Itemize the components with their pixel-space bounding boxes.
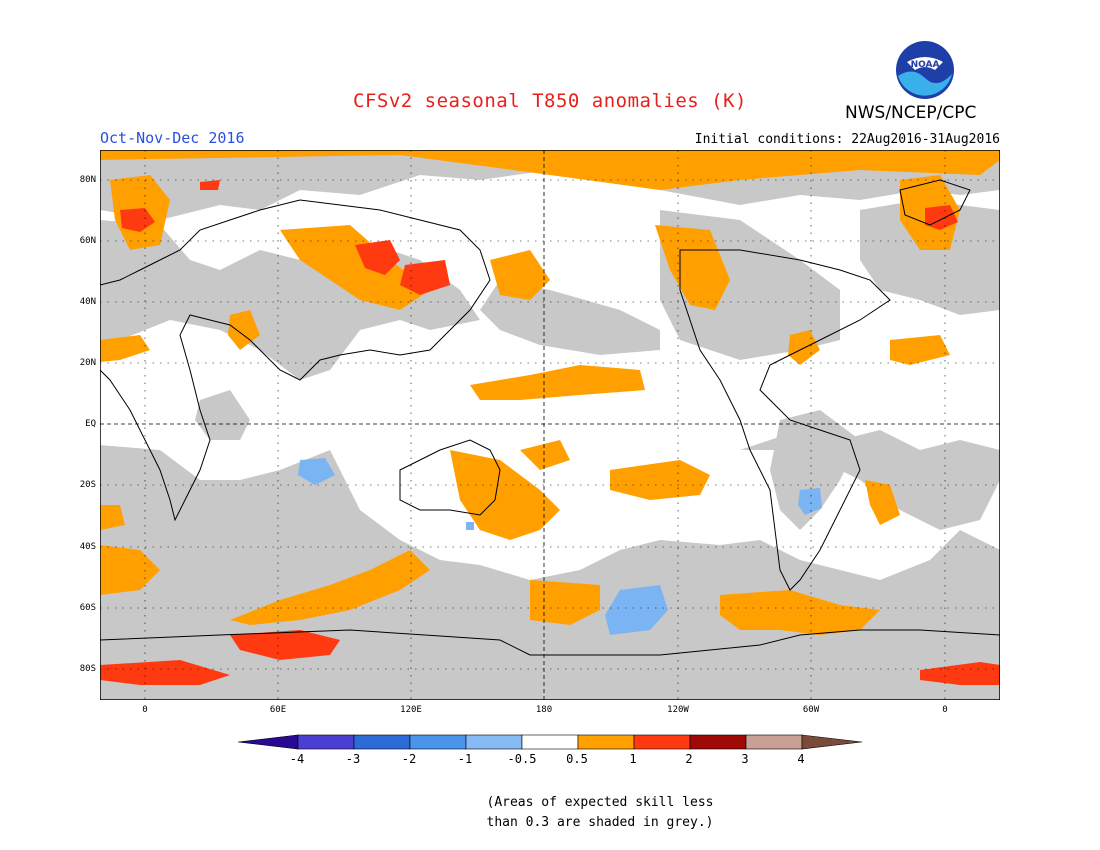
colorbar-segment	[353, 734, 411, 750]
chart-title: CFSv2 seasonal T850 anomalies (K)	[353, 90, 747, 112]
lon-label-0-west: 0	[142, 705, 148, 715]
lat-label-eq: EQ	[85, 419, 96, 429]
colorbar-segment	[745, 734, 803, 750]
cool-anomaly-areas	[298, 458, 822, 635]
lat-label-40n: 40N	[79, 297, 96, 307]
lat-label-80n: 80N	[79, 175, 96, 185]
colorbar-label: 2	[685, 752, 693, 766]
colorbar-label: -1	[457, 752, 473, 766]
colorbar	[238, 734, 862, 750]
skill-note-line-2: than 0.3 are shaded in grey.)	[486, 815, 714, 830]
season-label: Oct-Nov-Dec 2016	[100, 129, 245, 147]
graticule	[100, 150, 1000, 700]
lat-label-60s: 60S	[79, 603, 96, 613]
skill-note-line-1: (Areas of expected skill less	[486, 795, 714, 810]
lat-label-60n: 60N	[79, 236, 96, 246]
anomaly-map	[100, 150, 1000, 700]
lat-label-80s: 80S	[79, 664, 96, 674]
colorbar-segment	[577, 734, 635, 750]
colorbar-label: 4	[797, 752, 805, 766]
colorbar-segment	[409, 734, 467, 750]
colorbar-arrow-low	[238, 734, 299, 750]
skill-note: (Areas of expected skill less than 0.3 a…	[470, 793, 730, 833]
lon-label-0-east: 0	[942, 705, 948, 715]
lat-label-40s: 40S	[79, 542, 96, 552]
colorbar-label: 3	[741, 752, 749, 766]
colorbar-segment	[465, 734, 523, 750]
noaa-logo: NOAA	[896, 41, 954, 99]
colorbar-label: -3	[345, 752, 361, 766]
colorbar-label: -2	[401, 752, 417, 766]
lat-label-20n: 20N	[79, 358, 96, 368]
colorbar-label: -4	[289, 752, 305, 766]
colorbar-segment	[521, 734, 579, 750]
colorbar-label: 1	[629, 752, 637, 766]
lon-label-60w: 60W	[802, 705, 820, 715]
logo-text: NOAA	[911, 60, 940, 70]
colorbar-segment	[297, 734, 355, 750]
initial-conditions-label: Initial conditions: 22Aug2016-31Aug2016	[694, 132, 1000, 147]
colorbar-segment	[689, 734, 747, 750]
colorbar-label: -0.5	[507, 752, 537, 766]
lon-label-120e: 120E	[400, 705, 422, 715]
lat-label-20s: 20S	[79, 480, 96, 490]
lon-label-180: 180	[535, 705, 553, 715]
equator-and-dateline	[100, 150, 1000, 700]
coastlines	[100, 179, 1000, 656]
colorbar-arrow-high	[801, 734, 862, 750]
lon-label-60e: 60E	[269, 705, 287, 715]
lon-label-120w: 120W	[667, 705, 689, 715]
agency-label: NWS/NCEP/CPC	[845, 103, 977, 123]
colorbar-segment	[633, 734, 691, 750]
colorbar-label: 0.5	[566, 752, 588, 766]
warm-anomaly-areas	[100, 150, 1000, 635]
